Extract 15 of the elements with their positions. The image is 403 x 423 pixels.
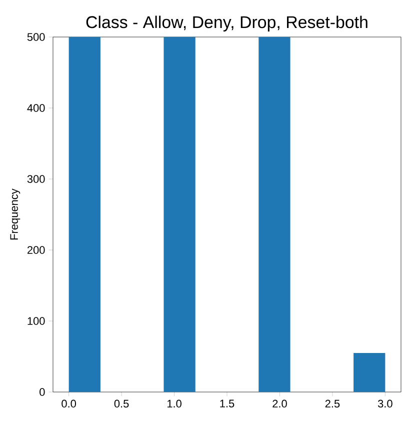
y-tick-label: 200 <box>27 246 45 254</box>
x-tick-label: 1.0 <box>167 400 182 408</box>
x-tick-label: 2.5 <box>325 400 340 408</box>
x-tick-label: 2.0 <box>272 400 287 408</box>
x-tick-label: 1.5 <box>220 400 234 408</box>
x-tick-label: 0.0 <box>62 400 76 408</box>
y-axis-title: Frequency <box>10 188 20 240</box>
y-tick-label: 100 <box>28 317 45 325</box>
y-tick-label: 300 <box>27 175 45 183</box>
y-tick-label: 400 <box>27 104 45 112</box>
chart-title: Class - Allow, Deny, Drop, Reset-both <box>86 16 368 32</box>
y-tick-label: 0 <box>40 388 45 396</box>
x-tick-label: 3.0 <box>378 400 392 408</box>
y-tick-label: 500 <box>27 33 45 41</box>
x-tick-label: 0.5 <box>114 400 129 408</box>
